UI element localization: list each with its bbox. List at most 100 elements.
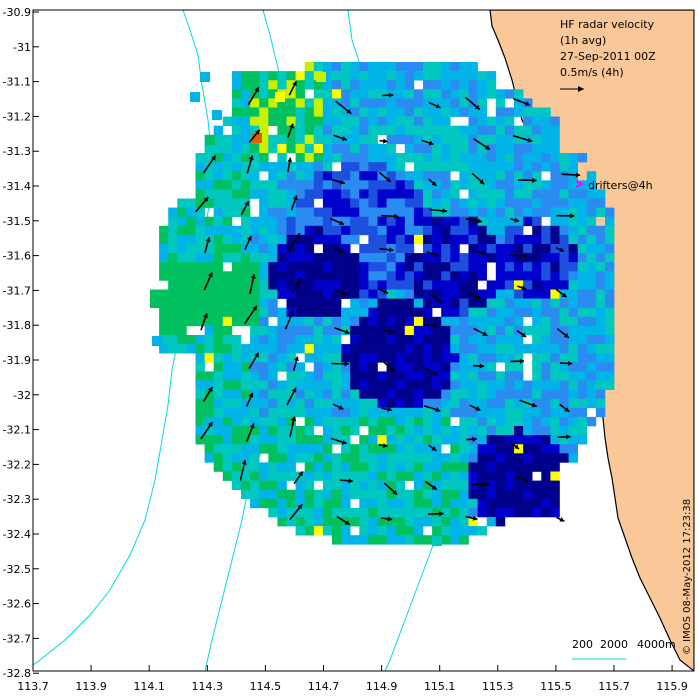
velocity-cell [504, 507, 515, 518]
velocity-cell [468, 426, 478, 436]
velocity-cell [386, 517, 396, 527]
velocity-cell [514, 253, 524, 263]
velocity-cell [486, 335, 497, 345]
velocity-cell [395, 216, 406, 227]
velocity-cell [259, 116, 269, 126]
velocity-cell [177, 307, 187, 318]
velocity-cell [295, 98, 305, 108]
velocity-cell [595, 298, 606, 308]
velocity-cell [295, 80, 305, 90]
velocity-cell [595, 335, 606, 345]
velocity-cell [322, 98, 333, 108]
velocity-cell [532, 143, 542, 154]
velocity-cell [595, 262, 606, 272]
velocity-cell [495, 389, 506, 399]
velocity-cell [504, 426, 515, 436]
velocity-cell [514, 453, 524, 463]
velocity-cell [550, 389, 560, 399]
velocity-cell [359, 262, 369, 272]
velocity-cell [514, 280, 524, 290]
velocity-cell [450, 389, 460, 399]
velocity-cell [322, 335, 333, 345]
velocity-cell [259, 216, 269, 227]
velocity-cell [204, 216, 214, 227]
velocity-cell [441, 407, 451, 418]
velocity-cell [486, 307, 497, 318]
velocity-cell [413, 125, 424, 136]
velocity-cell [259, 362, 269, 372]
velocity-cell [359, 489, 369, 500]
velocity-cell [350, 371, 360, 381]
velocity-cell [605, 244, 615, 254]
velocity-cell [204, 453, 214, 463]
velocity-cell [523, 380, 533, 390]
velocity-cell [486, 71, 497, 81]
velocity-cell [277, 198, 287, 208]
velocity-cell [459, 407, 469, 418]
velocity-cell [550, 407, 560, 418]
velocity-cell [313, 289, 324, 299]
velocity-arrow [472, 363, 485, 369]
velocity-cell [159, 298, 169, 308]
velocity-cell [459, 435, 469, 445]
velocity-cell [241, 180, 251, 190]
velocity-cell [322, 517, 333, 527]
velocity-cell [532, 416, 542, 427]
velocity-cell [377, 335, 387, 345]
velocity-cell [413, 526, 424, 536]
velocity-cell [395, 225, 406, 236]
velocity-cell [514, 407, 524, 418]
velocity-cell [231, 444, 242, 454]
velocity-cell [295, 398, 305, 409]
velocity-cell [423, 71, 433, 81]
velocity-cell [404, 234, 415, 245]
velocity-cell [550, 480, 560, 490]
velocity-cell [168, 335, 178, 345]
velocity-cell [441, 80, 451, 90]
velocity-cell [404, 116, 415, 126]
velocity-cell [359, 280, 369, 290]
velocity-arrow [383, 482, 398, 496]
velocity-cell [286, 71, 296, 81]
velocity-arrow [468, 292, 482, 299]
velocity-cell [222, 171, 233, 181]
velocity-cell [332, 480, 342, 490]
velocity-cell [514, 289, 524, 299]
velocity-cell [605, 225, 615, 236]
velocity-cell [386, 71, 396, 81]
velocity-cell [586, 298, 597, 308]
velocity-cell [559, 325, 569, 336]
velocity-cell [477, 489, 487, 500]
velocity-cell [395, 253, 406, 263]
velocity-cell [595, 280, 606, 290]
velocity-cell [395, 234, 406, 245]
velocity-cell [423, 62, 433, 72]
velocity-cell [322, 71, 333, 81]
velocity-cell [350, 344, 360, 354]
velocity-cell [304, 307, 315, 318]
velocity-cell [441, 517, 451, 527]
velocity-cell [322, 125, 333, 136]
velocity-cell [432, 462, 442, 472]
velocity-cell [268, 444, 278, 454]
velocity-cell [350, 216, 360, 227]
velocity-cell [504, 416, 515, 427]
velocity-cell [259, 244, 269, 254]
velocity-cell [495, 298, 506, 308]
velocity-cell [350, 225, 360, 236]
velocity-cell [286, 362, 296, 372]
velocity-cell [432, 198, 442, 208]
velocity-cell [241, 471, 251, 481]
velocity-cell [477, 353, 487, 363]
velocity-cell [359, 171, 369, 181]
velocity-cell [559, 362, 569, 372]
velocity-cell [568, 180, 578, 190]
velocity-cell [341, 262, 351, 272]
velocity-arrow [333, 134, 348, 141]
velocity-cell [586, 171, 597, 181]
velocity-cell [241, 89, 251, 99]
velocity-cell [468, 180, 478, 190]
velocity-cell [304, 298, 315, 308]
velocity-cell [295, 507, 305, 518]
velocity-cell [168, 216, 178, 227]
